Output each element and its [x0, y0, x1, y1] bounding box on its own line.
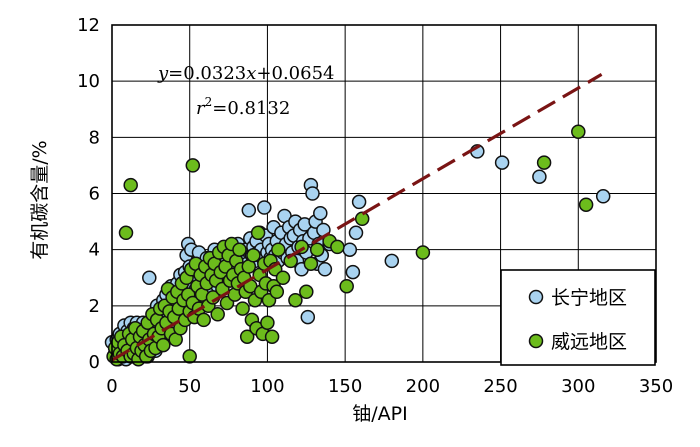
data-point [305, 186, 320, 201]
x-tick-label: 50 [178, 376, 201, 397]
data-point [257, 200, 272, 215]
data-point [345, 264, 361, 280]
y-tick-label: 2 [89, 296, 100, 317]
data-point [210, 307, 225, 322]
data-point [142, 270, 157, 286]
data-point [239, 329, 255, 344]
data-point [185, 158, 201, 173]
data-points [104, 124, 611, 367]
y-tick-label: 0 [89, 352, 100, 373]
eq-x-symbol: x [246, 63, 256, 84]
equation-line-2: r2=0.8132 [196, 95, 290, 119]
data-point [182, 349, 197, 364]
x-tick-label: 0 [106, 376, 117, 397]
x-axis-title: 铀/API [352, 403, 407, 425]
y-tick-label: 8 [89, 127, 100, 148]
data-point [494, 155, 510, 170]
r-squared-symbol: r [196, 98, 206, 119]
x-tick-label: 250 [483, 376, 517, 397]
legend-label-weiyuan: 威远地区 [551, 331, 627, 353]
data-point [309, 242, 325, 257]
data-point [330, 239, 345, 255]
legend-marker-weiyuan [528, 333, 544, 349]
x-tick-label: 300 [561, 376, 595, 397]
data-point [532, 169, 547, 184]
data-point [342, 242, 358, 257]
y-tick-label: 4 [89, 240, 100, 261]
equation-line-1: y=0.0323x+0.0654 [157, 63, 334, 84]
data-point [300, 309, 316, 325]
data-point [339, 278, 354, 294]
data-point [246, 248, 261, 263]
data-point [232, 242, 247, 257]
data-point [196, 312, 211, 328]
eq-intercept: +0.0654 [256, 63, 334, 84]
x-tick-label: 100 [250, 376, 284, 397]
y-axis-title: 有机碳含量/% [29, 140, 51, 259]
data-point [348, 225, 364, 241]
data-point [303, 256, 319, 271]
r-squared-value: =0.8132 [212, 98, 290, 119]
data-point [536, 155, 552, 170]
data-point [299, 284, 314, 300]
x-tick-label: 350 [639, 376, 673, 397]
data-point [415, 245, 431, 260]
eq-slope: =0.0323 [168, 63, 246, 84]
data-point [271, 242, 286, 257]
data-point [354, 211, 370, 227]
data-point [351, 194, 367, 210]
data-point [384, 253, 400, 269]
data-point [241, 203, 257, 218]
data-point [123, 177, 138, 193]
legend-box [500, 269, 656, 366]
data-point [275, 270, 291, 286]
y-tick-label: 6 [89, 184, 100, 205]
plot-frame [111, 24, 657, 363]
data-point [118, 225, 134, 241]
data-point [260, 315, 275, 330]
data-point [595, 189, 611, 204]
legend-label-changning: 长宁地区 [551, 287, 627, 309]
x-tick-label: 200 [406, 376, 440, 397]
data-point [156, 337, 171, 353]
axis-ticks: 0 50 100 150 200 250 300 350 0 2 4 6 8 10 12 [77, 15, 673, 397]
data-point [264, 329, 280, 344]
data-point [578, 197, 594, 212]
r-squared-exponent: 2 [205, 95, 213, 109]
y-tick-label: 10 [77, 71, 100, 92]
y-tick-label: 12 [77, 15, 100, 36]
data-point [288, 292, 303, 308]
legend: 长宁地区 威远地区 [500, 269, 656, 366]
series-1 [106, 124, 594, 367]
data-point [571, 124, 586, 139]
legend-marker-changning [528, 289, 544, 305]
data-point [269, 284, 285, 300]
data-point [317, 262, 333, 277]
data-point [250, 225, 266, 241]
data-point [313, 205, 328, 221]
eq-y-symbol: y [157, 63, 169, 84]
data-point [235, 301, 250, 316]
x-tick-label: 150 [328, 376, 362, 397]
regression-line [111, 73, 603, 362]
